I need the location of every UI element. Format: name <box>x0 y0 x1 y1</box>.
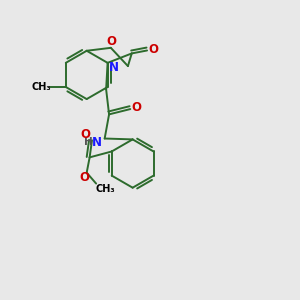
Text: N: N <box>109 61 118 74</box>
Text: O: O <box>80 128 91 142</box>
Text: CH₃: CH₃ <box>95 184 115 194</box>
Text: O: O <box>132 101 142 114</box>
Text: O: O <box>79 172 89 184</box>
Text: CH₃: CH₃ <box>32 82 51 92</box>
Text: H: H <box>84 137 93 147</box>
Text: O: O <box>106 35 116 48</box>
Text: N: N <box>92 136 101 148</box>
Text: O: O <box>148 44 158 56</box>
